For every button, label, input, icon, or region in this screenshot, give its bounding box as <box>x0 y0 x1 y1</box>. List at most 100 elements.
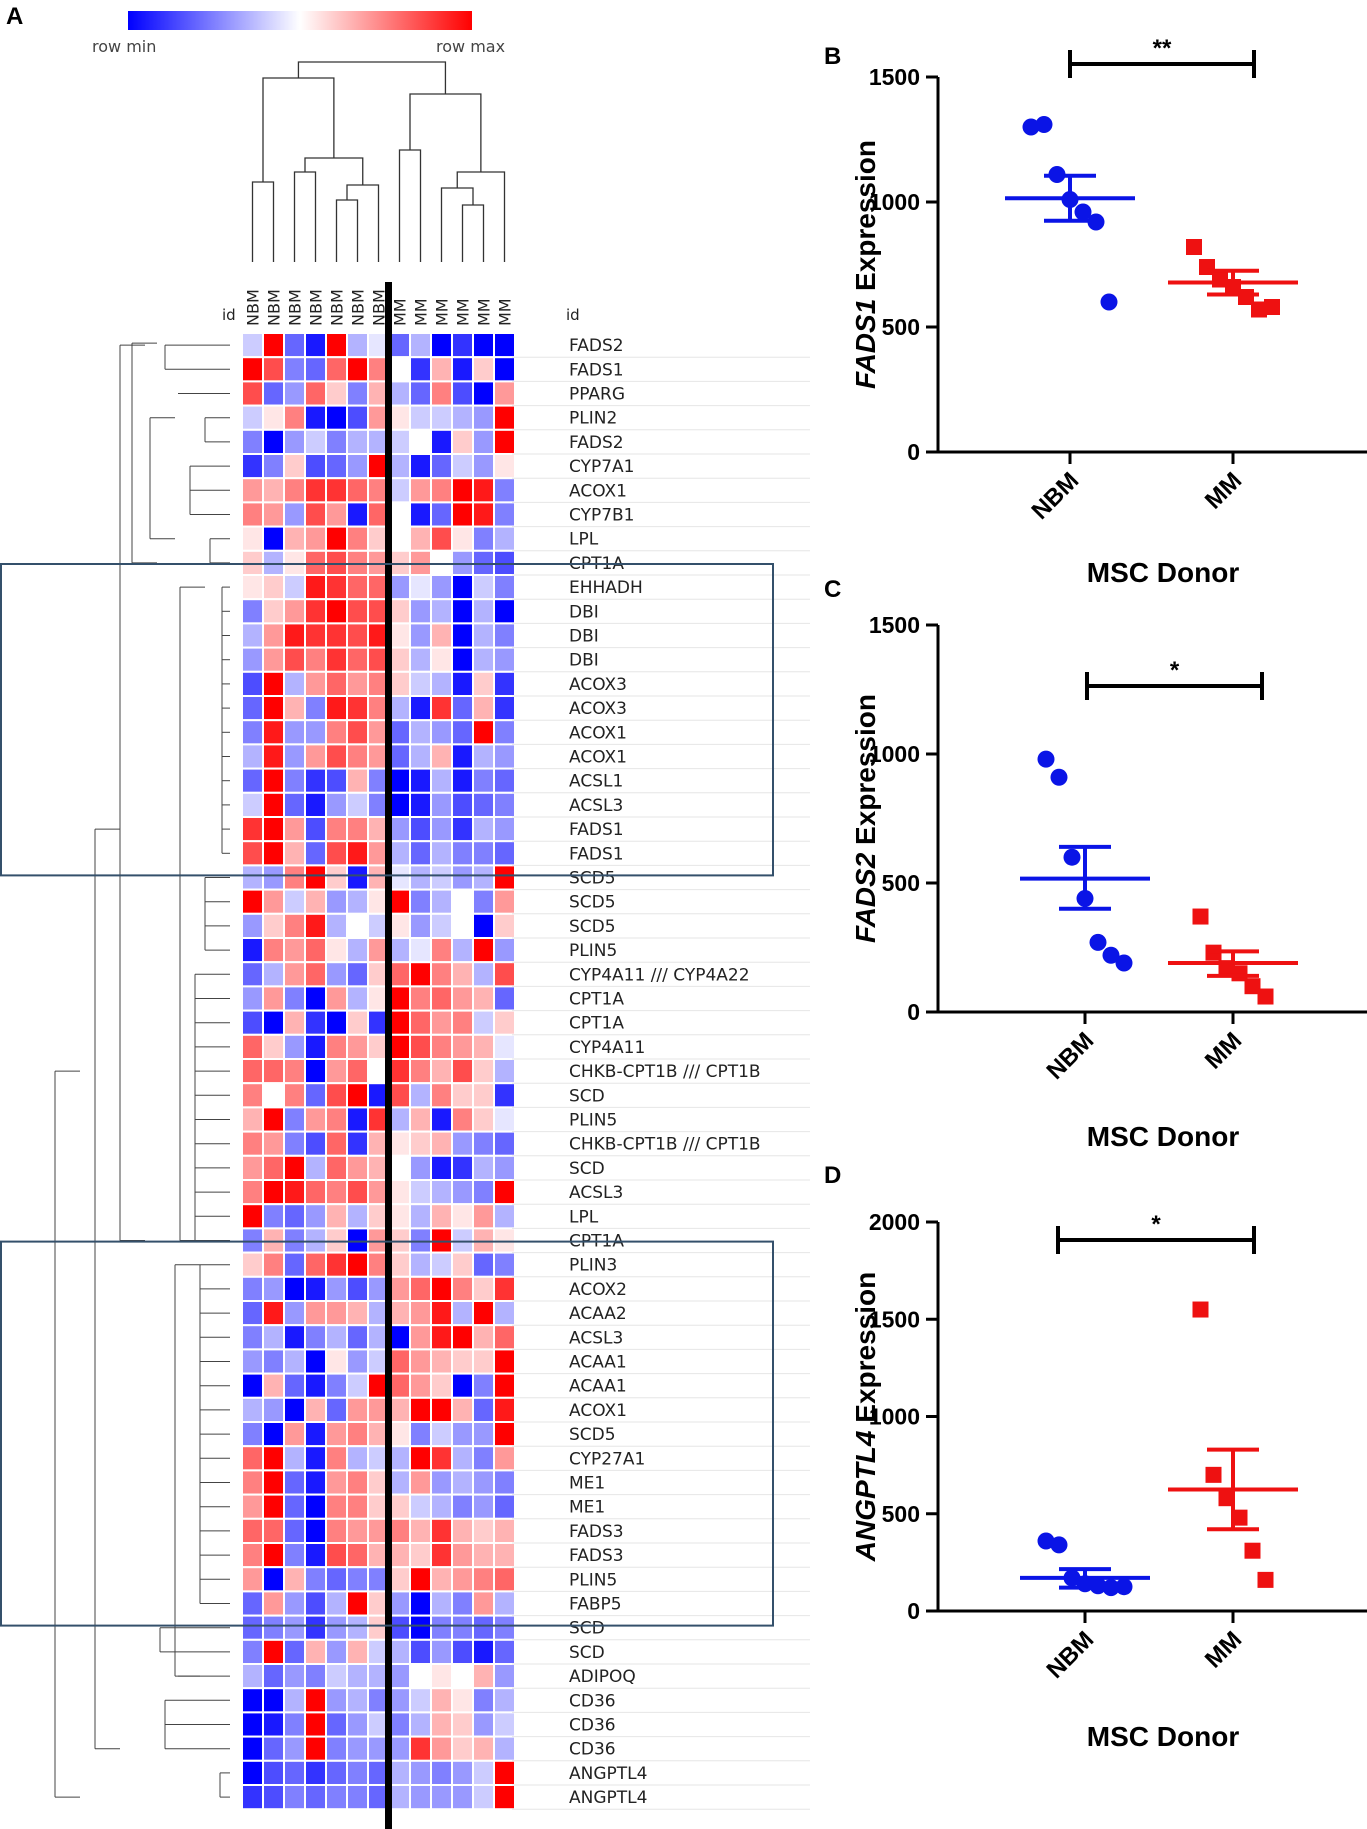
data-point-nbm <box>1037 1532 1055 1550</box>
heatmap-cell <box>283 961 306 988</box>
heatmap-cell <box>346 1396 369 1424</box>
heatmap-cell <box>283 1542 306 1569</box>
heatmap-cell <box>472 743 495 770</box>
heatmap-cell <box>241 404 264 431</box>
highlight-boxes <box>0 563 774 1627</box>
heatmap-cell <box>241 1372 264 1399</box>
heatmap-cell <box>346 1784 369 1811</box>
x-category-label: NBM <box>1042 1027 1100 1085</box>
heatmap-cell <box>451 1445 474 1472</box>
gene-label: CYP27A1 <box>569 1449 645 1469</box>
gene-label: ME1 <box>569 1498 605 1518</box>
heatmap-cell <box>283 985 306 1012</box>
heatmap-cell <box>262 404 285 431</box>
heatmap-cell <box>304 1227 327 1254</box>
heatmap-cell <box>241 1638 264 1666</box>
heatmap-cell <box>325 719 348 746</box>
heatmap-cell <box>325 1638 348 1666</box>
heatmap-cell <box>325 1082 348 1109</box>
heatmap-cell <box>451 1469 474 1496</box>
heatmap-cell <box>241 1711 264 1738</box>
heatmap-cell <box>388 501 411 528</box>
heatmap-cell <box>262 695 285 722</box>
heatmap-cell <box>262 1106 285 1133</box>
heatmap-cell <box>472 961 495 988</box>
heatmap-cell <box>304 888 327 915</box>
heatmap-cell <box>472 840 495 867</box>
heatmap-cell <box>262 1227 285 1254</box>
gene-label: CHKB-CPT1B /// CPT1B <box>569 1062 761 1082</box>
heatmap-cell <box>262 719 285 746</box>
heatmap-cell <box>241 1687 264 1714</box>
heatmap-cell <box>325 1590 348 1617</box>
heatmap-cell <box>430 1445 453 1472</box>
heatmap-cell <box>451 1106 474 1133</box>
heatmap-cell <box>430 1130 453 1157</box>
heatmap-cell <box>262 332 285 359</box>
heatmap-cell <box>346 525 369 552</box>
heatmap-cell <box>346 1154 369 1182</box>
heatmap-cell <box>262 1058 285 1085</box>
heatmap-cell <box>241 598 264 625</box>
heatmap-cell <box>451 912 474 939</box>
heatmap-cell <box>241 719 264 746</box>
heatmap-cell <box>304 646 327 673</box>
gene-label: ACOX3 <box>569 699 627 719</box>
heatmap-cell <box>430 646 453 673</box>
heatmap-cell <box>325 1759 348 1787</box>
heatmap-cell <box>304 1033 327 1061</box>
heatmap-cell <box>283 1154 306 1182</box>
heatmap-cell <box>388 1082 411 1109</box>
heatmap-cell <box>430 1638 453 1666</box>
gene-label: FADS2 <box>569 433 624 453</box>
heatmap-cell <box>493 840 516 867</box>
gene-label: EHHADH <box>569 578 643 598</box>
data-point-mm <box>1186 239 1202 255</box>
heatmap-cell <box>388 404 411 431</box>
heatmap-cell <box>409 1421 432 1448</box>
heatmap-cell <box>346 646 369 673</box>
heatmap-cell <box>430 380 453 407</box>
heatmap-cell <box>325 1735 348 1762</box>
heatmap-cell <box>283 1324 306 1351</box>
heatmap-cell <box>241 1396 264 1424</box>
heatmap-cell <box>430 1348 453 1375</box>
gene-label: CHKB-CPT1B /// CPT1B <box>569 1135 761 1155</box>
heatmap-cell <box>493 356 516 383</box>
heatmap-cell <box>346 1711 369 1738</box>
heatmap-cell <box>472 1300 495 1327</box>
heatmap-cell <box>388 743 411 770</box>
heatmap-cell <box>493 477 516 504</box>
heatmap-cell <box>283 1566 306 1593</box>
heatmap-cell <box>493 1179 516 1206</box>
heatmap-cell <box>409 1687 432 1714</box>
heatmap-cell <box>304 1735 327 1762</box>
gene-label: SCD <box>569 1619 605 1639</box>
y-tick-label: 500 <box>882 314 920 340</box>
heatmap-cell <box>262 985 285 1012</box>
heatmap-cell <box>325 1687 348 1714</box>
heatmap-cell <box>304 501 327 528</box>
heatmap-cell <box>409 549 432 576</box>
heatmap-cell <box>346 864 369 891</box>
y-tick-label: 0 <box>907 439 920 465</box>
x-category-label: MM <box>1200 467 1247 514</box>
heatmap-cell <box>346 356 369 383</box>
heatmap-cell <box>430 525 453 552</box>
heatmap-cell <box>346 1372 369 1399</box>
heatmap-cell <box>388 1154 411 1182</box>
column-label: MM <box>496 298 515 326</box>
heatmap-cell <box>388 1421 411 1448</box>
heatmap-cell <box>472 404 495 431</box>
heatmap-cell <box>325 695 348 722</box>
heatmap-cell <box>472 888 495 915</box>
heatmap-cell <box>304 1203 327 1230</box>
heatmap-cell <box>430 1033 453 1061</box>
heatmap-cell <box>472 549 495 576</box>
heatmap-cell <box>409 864 432 891</box>
heatmap-cell <box>493 1275 516 1303</box>
heatmap-cell <box>451 864 474 891</box>
heatmap-cell <box>451 1179 474 1206</box>
y-axis-label-rest: Expression <box>850 694 881 853</box>
heatmap-cell <box>304 453 327 480</box>
